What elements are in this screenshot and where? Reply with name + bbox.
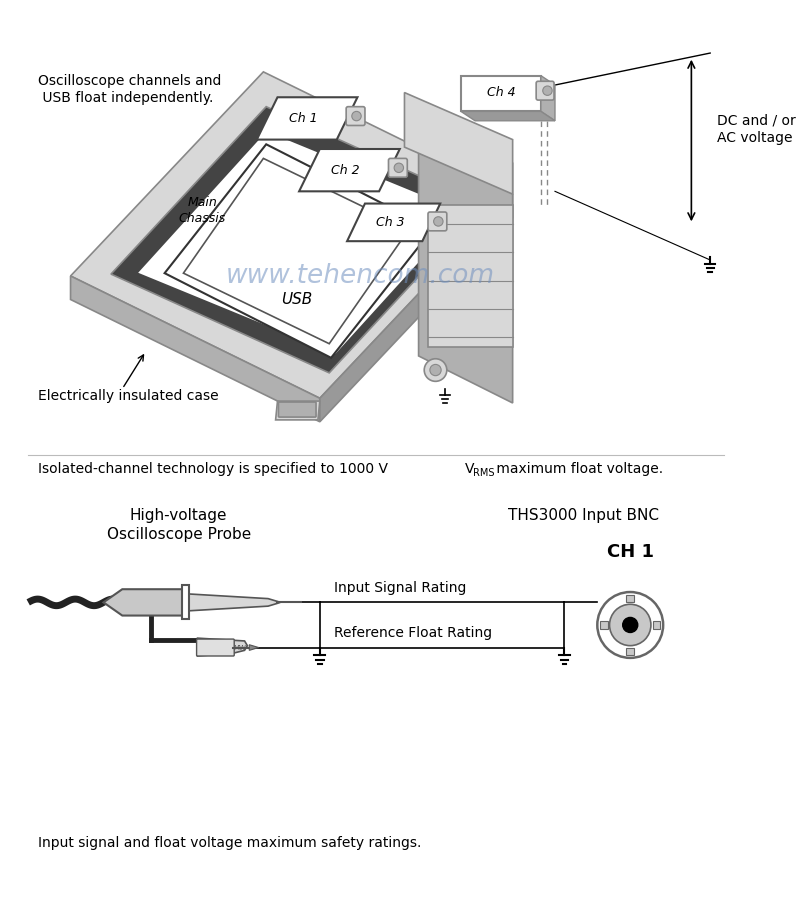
Text: Isolated-channel technology is specified to 1000 V: Isolated-channel technology is specified… xyxy=(38,462,388,476)
Polygon shape xyxy=(461,76,541,112)
Circle shape xyxy=(542,86,552,95)
Bar xyxy=(626,647,634,655)
Text: Input signal and float voltage maximum safety ratings.: Input signal and float voltage maximum s… xyxy=(38,836,421,850)
Polygon shape xyxy=(198,638,247,656)
Text: Ch 1: Ch 1 xyxy=(289,112,318,125)
Circle shape xyxy=(430,364,441,375)
Text: AC voltage: AC voltage xyxy=(717,130,792,145)
Text: RMS: RMS xyxy=(473,468,494,478)
Circle shape xyxy=(434,217,443,226)
Polygon shape xyxy=(136,130,466,355)
FancyBboxPatch shape xyxy=(428,212,447,230)
Polygon shape xyxy=(111,107,485,373)
FancyBboxPatch shape xyxy=(389,158,407,177)
Text: www.tehencom.com: www.tehencom.com xyxy=(226,263,495,289)
Circle shape xyxy=(598,592,663,658)
Bar xyxy=(600,621,608,629)
Text: Reference Float Rating: Reference Float Rating xyxy=(334,626,492,641)
Polygon shape xyxy=(183,158,409,344)
Polygon shape xyxy=(405,93,513,194)
Text: Main
Chassis: Main Chassis xyxy=(178,195,226,225)
Text: Electrically insulated case: Electrically insulated case xyxy=(38,390,218,403)
Text: USB: USB xyxy=(281,292,312,307)
Text: Oscilloscope channels and: Oscilloscope channels and xyxy=(38,75,221,88)
Text: V: V xyxy=(465,462,474,476)
Text: DC and / or: DC and / or xyxy=(717,113,795,128)
Text: Ch 2: Ch 2 xyxy=(331,164,360,176)
FancyBboxPatch shape xyxy=(278,402,316,417)
Text: USB float independently.: USB float independently. xyxy=(38,91,213,105)
Bar xyxy=(653,621,660,629)
Polygon shape xyxy=(461,112,555,121)
Polygon shape xyxy=(347,203,440,241)
Circle shape xyxy=(424,359,447,382)
Polygon shape xyxy=(418,116,513,403)
Bar xyxy=(626,595,634,602)
Polygon shape xyxy=(541,76,555,121)
Polygon shape xyxy=(70,276,320,422)
FancyBboxPatch shape xyxy=(182,586,189,619)
FancyBboxPatch shape xyxy=(197,639,234,656)
Circle shape xyxy=(394,163,403,173)
Polygon shape xyxy=(257,97,358,140)
Text: Ch 3: Ch 3 xyxy=(375,216,404,229)
Polygon shape xyxy=(428,205,513,346)
Text: CH 1: CH 1 xyxy=(606,543,654,561)
Polygon shape xyxy=(70,72,513,399)
Text: MW: MW xyxy=(234,644,246,651)
Polygon shape xyxy=(320,194,513,422)
Text: Input Signal Rating: Input Signal Rating xyxy=(334,581,466,595)
Text: THS3000 Input BNC: THS3000 Input BNC xyxy=(508,508,658,523)
Text: High-voltage: High-voltage xyxy=(130,508,227,523)
Circle shape xyxy=(352,112,362,121)
Polygon shape xyxy=(276,401,320,420)
Polygon shape xyxy=(165,144,433,358)
FancyBboxPatch shape xyxy=(536,81,554,100)
FancyBboxPatch shape xyxy=(346,107,365,125)
Text: maximum float voltage.: maximum float voltage. xyxy=(492,462,663,476)
Polygon shape xyxy=(250,644,258,651)
Polygon shape xyxy=(188,594,280,611)
Circle shape xyxy=(610,604,651,645)
Text: Ch 4: Ch 4 xyxy=(487,86,516,99)
Polygon shape xyxy=(103,590,183,616)
Polygon shape xyxy=(299,149,400,192)
Text: Oscilloscope Probe: Oscilloscope Probe xyxy=(106,527,251,542)
Circle shape xyxy=(622,617,638,633)
